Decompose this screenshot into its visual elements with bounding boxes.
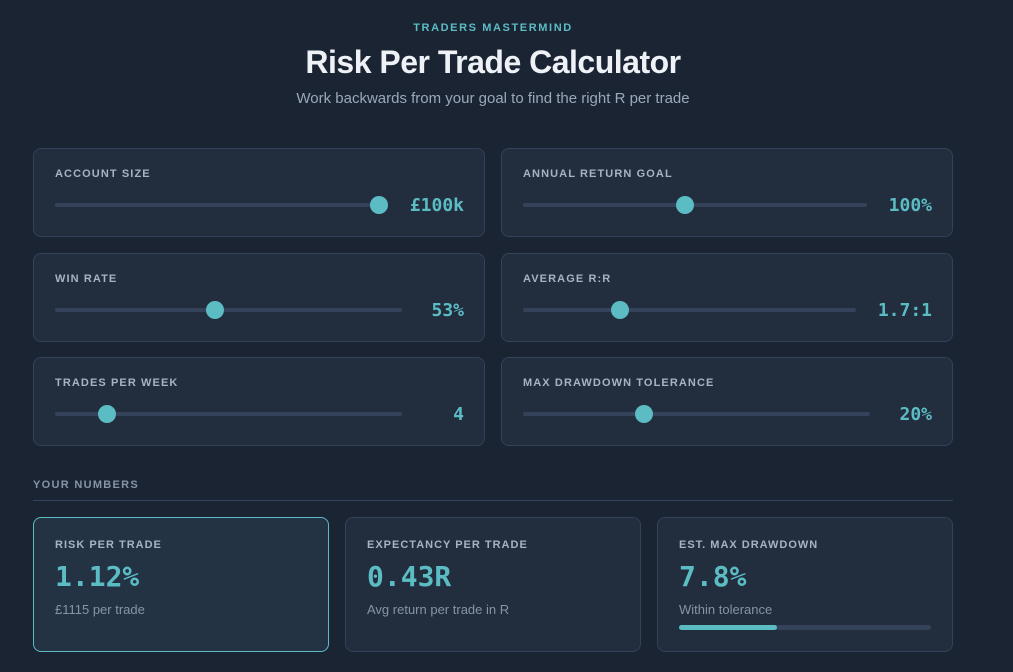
win-rate-card: WIN RATE 53% [33, 253, 485, 342]
average-rr-value: 1.7:1 [877, 300, 932, 321]
risk-per-trade-card: RISK PER TRADE 1.12% £1115 per trade [33, 517, 329, 652]
brand-name: TRADERS MASTERMIND [413, 22, 573, 34]
annual-return-goal-value: 100% [888, 195, 932, 216]
page-title: Risk Per Trade Calculator [305, 44, 681, 80]
your-numbers-heading: YOUR NUMBERS [33, 479, 140, 491]
drawdown-progress-fill [679, 625, 778, 630]
est-max-drawdown-label: EST. MAX DRAWDOWN [679, 539, 819, 551]
trades-per-week-slider-thumb[interactable] [97, 405, 116, 423]
account-size-slider-track[interactable] [55, 203, 388, 207]
risk-per-trade-label: RISK PER TRADE [55, 539, 162, 551]
page-subtitle: Work backwards from your goal to find th… [296, 90, 690, 107]
account-size-card: ACCOUNT SIZE £100k [33, 148, 485, 237]
max-drawdown-tolerance-card: MAX DRAWDOWN TOLERANCE 20% [501, 357, 953, 446]
account-size-label: ACCOUNT SIZE [55, 168, 151, 180]
max-drawdown-tolerance-value: 20% [899, 404, 932, 425]
trades-per-week-label: TRADES PER WEEK [55, 377, 179, 389]
max-drawdown-tolerance-slider-track[interactable] [523, 412, 870, 416]
win-rate-slider-track[interactable] [55, 308, 402, 312]
annual-return-goal-slider-track[interactable] [523, 203, 867, 207]
annual-return-goal-card: ANNUAL RETURN GOAL 100% [501, 148, 953, 237]
max-drawdown-tolerance-label: MAX DRAWDOWN TOLERANCE [523, 377, 715, 389]
est-max-drawdown-status: Within tolerance [679, 602, 773, 617]
expectancy-per-trade-value: 0.43R [367, 560, 452, 593]
trades-per-week-card: TRADES PER WEEK 4 [33, 357, 485, 446]
section-divider [33, 500, 953, 501]
expectancy-per-trade-label: EXPECTANCY PER TRADE [367, 539, 528, 551]
win-rate-label: WIN RATE [55, 273, 118, 285]
account-size-slider-thumb[interactable] [370, 196, 388, 214]
trades-per-week-slider-track[interactable] [55, 412, 402, 416]
expectancy-per-trade-card: EXPECTANCY PER TRADE 0.43R Avg return pe… [345, 517, 641, 652]
win-rate-value: 53% [431, 300, 464, 321]
risk-per-trade-amount: £1115 per trade [55, 602, 145, 617]
est-max-drawdown-card: EST. MAX DRAWDOWN 7.8% Within tolerance [657, 517, 953, 652]
average-rr-slider-track[interactable] [523, 308, 856, 312]
annual-return-goal-slider-thumb[interactable] [676, 196, 695, 214]
win-rate-slider-thumb[interactable] [206, 301, 225, 319]
expectancy-per-trade-description: Avg return per trade in R [367, 602, 510, 617]
max-drawdown-tolerance-slider-thumb[interactable] [634, 405, 653, 423]
drawdown-progress-track [679, 625, 931, 630]
average-rr-card: AVERAGE R:R 1.7:1 [501, 253, 953, 342]
account-size-value: £100k [409, 195, 464, 216]
annual-return-goal-label: ANNUAL RETURN GOAL [523, 168, 673, 180]
average-rr-slider-thumb[interactable] [611, 301, 630, 319]
est-max-drawdown-value: 7.8% [679, 560, 747, 593]
risk-per-trade-value: 1.12% [55, 560, 140, 593]
trades-per-week-value: 4 [453, 404, 464, 425]
average-rr-label: AVERAGE R:R [523, 273, 612, 285]
